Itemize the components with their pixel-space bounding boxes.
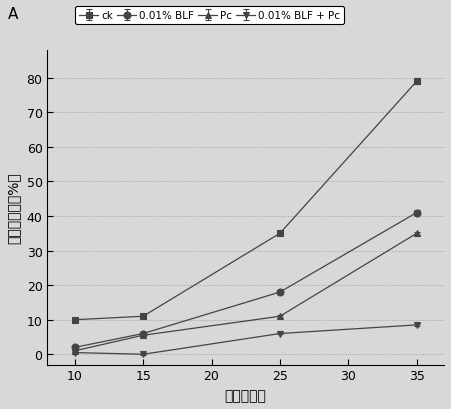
X-axis label: 时间（天）: 时间（天） [225,388,267,402]
Legend: ck, 0.01% BLF, Pc, 0.01% BLF + Pc: ck, 0.01% BLF, Pc, 0.01% BLF + Pc [75,7,344,25]
Text: A: A [8,7,18,22]
Y-axis label: 自然腐烂率（%）: 自然腐烂率（%） [7,172,21,244]
